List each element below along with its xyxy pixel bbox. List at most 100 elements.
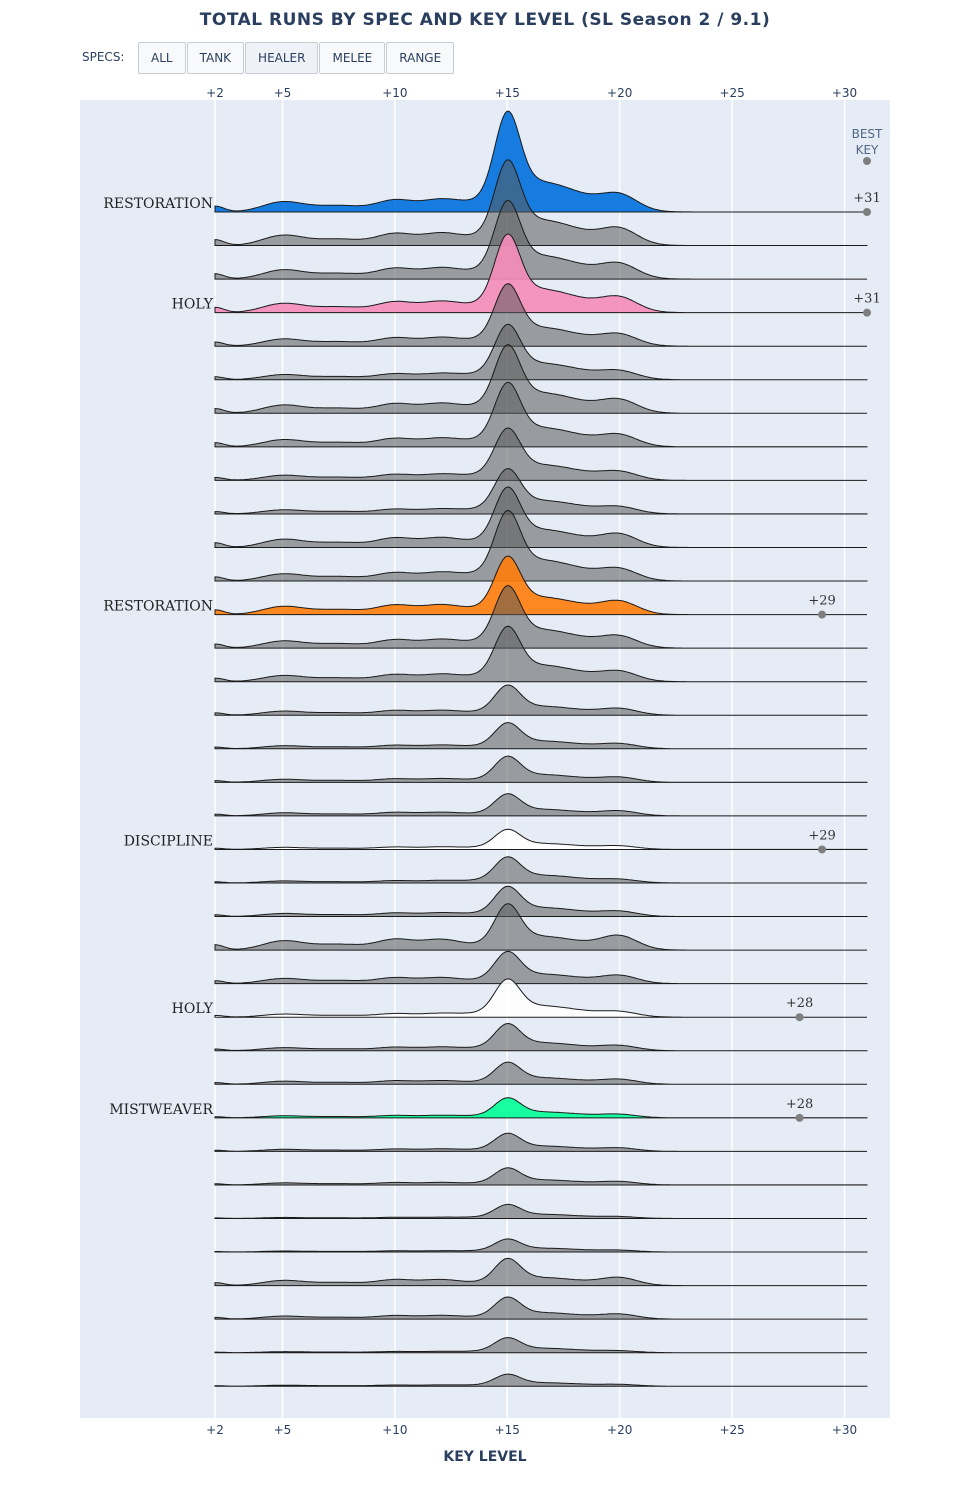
x-tick-label-bottom: +15 [495, 1423, 520, 1437]
best-key-point [818, 845, 827, 854]
ridge-area [214, 585, 868, 649]
best-key-label: +31 [853, 292, 880, 307]
ridge-area [214, 722, 867, 750]
filter-button-range[interactable]: RANGE [386, 42, 455, 74]
ridge-area [214, 885, 868, 918]
ridge-area [214, 755, 868, 783]
x-tick-label-top: +25 [719, 86, 744, 100]
ridge-series [214, 1203, 867, 1219]
ridge-series: RESTORATION +29 [103, 555, 867, 619]
best-key-label: +29 [808, 828, 835, 843]
ridge-series [214, 722, 867, 750]
ridge-area [214, 1167, 868, 1186]
best-key-point [818, 610, 827, 619]
ridge-series [214, 381, 868, 448]
x-tick-label-bottom: +2 [206, 1423, 224, 1437]
ridge-series [214, 1022, 868, 1052]
filter-button-tank[interactable]: TANK [186, 42, 245, 74]
ridge-series [214, 1061, 867, 1085]
ridge-area [214, 1296, 868, 1320]
x-tick-label-top: +20 [607, 86, 632, 100]
x-tick-label-top: +2 [206, 86, 224, 100]
spec-label: HOLY [172, 1001, 214, 1017]
spec-label: RESTORATION [103, 196, 213, 212]
ridge-series [214, 159, 868, 247]
ridge-area [214, 978, 867, 1018]
ridge-series: RESTORATION +31 [103, 110, 881, 216]
ridge-area [214, 1238, 868, 1253]
ridge-series [214, 684, 868, 716]
best-key-header: BEST [852, 127, 883, 141]
ridge-area [214, 856, 867, 884]
ridge-area [214, 903, 867, 951]
page-title: TOTAL RUNS BY SPEC AND KEY LEVEL (SL Sea… [199, 10, 771, 30]
x-tick-label-bottom: +10 [382, 1423, 407, 1437]
ridge-area [214, 486, 867, 548]
ridge-area [214, 950, 868, 985]
x-tick-label-bottom: +30 [832, 1423, 857, 1437]
ridge-area [214, 427, 867, 481]
spec-label: RESTORATION [103, 599, 213, 615]
spec-label: MISTWEAVER [109, 1102, 213, 1118]
filter-button-healer[interactable]: HEALER [245, 42, 319, 74]
ridge-area [214, 323, 868, 381]
ridge-area [214, 1203, 867, 1219]
best-key-point [863, 308, 871, 317]
ridge-area [214, 110, 867, 213]
ridge-area [214, 1337, 867, 1354]
ridge-series: DISCIPLINE +29 [124, 828, 868, 854]
ridge-area [214, 828, 868, 850]
x-tick-label-bottom: +5 [274, 1423, 292, 1437]
ridge-series [214, 856, 867, 884]
ridge-series [214, 793, 867, 817]
ridge-series [214, 509, 868, 582]
ridge-series [214, 885, 868, 918]
ridge-series [214, 625, 867, 683]
spec-filter-bar: ALL TANK HEALER MELEE RANGE [138, 42, 455, 74]
ridge-series [214, 199, 867, 280]
ridge-series [214, 1373, 868, 1387]
best-key-point [863, 208, 871, 216]
x-tick-label-bottom: +20 [607, 1423, 632, 1437]
ridge-series [214, 950, 868, 985]
best-key-label: +31 [853, 191, 880, 206]
x-tick-label-top: +10 [382, 86, 407, 100]
ridge-series [214, 585, 868, 649]
ridge-series: MISTWEAVER +28 [109, 1097, 868, 1122]
ridge-series: HOLY +28 [172, 978, 867, 1022]
ridge-area [214, 1097, 868, 1119]
ridge-area [214, 283, 867, 347]
ridge-series [214, 468, 868, 515]
filter-button-melee[interactable]: MELEE [319, 42, 386, 74]
specs-filter-label: SPECS: [82, 50, 125, 64]
ridge-series [214, 1132, 867, 1152]
ridge-series [214, 755, 868, 783]
ridge-series [214, 903, 867, 951]
best-key-label: +28 [786, 996, 813, 1011]
x-tick-label-top: +30 [832, 86, 857, 100]
ridge-series [214, 1238, 868, 1253]
ridge-series [214, 1296, 868, 1320]
best-key-point [795, 1013, 804, 1022]
ridge-area [214, 1061, 867, 1085]
ridge-series [214, 486, 867, 548]
filter-button-all[interactable]: ALL [138, 42, 186, 74]
ridge-area [214, 159, 868, 247]
ridge-area [214, 555, 867, 616]
ridge-series [214, 1337, 867, 1354]
best-key-point [795, 1113, 804, 1122]
ridge-series [214, 323, 868, 381]
ridge-series [214, 427, 867, 481]
ridge-series [214, 283, 867, 347]
ridge-area [214, 509, 868, 582]
best-key-header: KEY [856, 143, 879, 157]
ridge-area [214, 793, 867, 817]
ridge-area [214, 381, 868, 448]
ridge-series [214, 1257, 867, 1287]
ridge-area [214, 344, 867, 414]
best-key-label: +29 [808, 594, 835, 609]
ridge-area [214, 1132, 867, 1152]
x-axis-label: KEY LEVEL [443, 1449, 526, 1465]
ridge-series [214, 1167, 868, 1186]
